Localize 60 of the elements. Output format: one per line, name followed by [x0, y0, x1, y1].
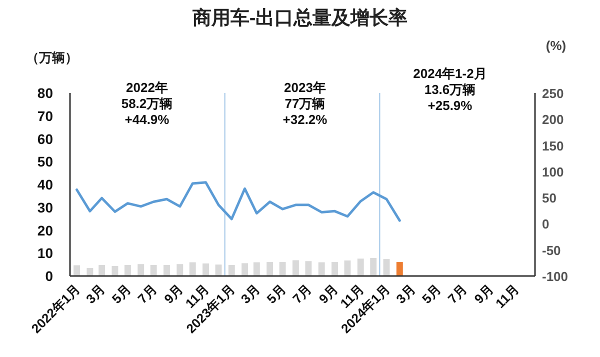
bar	[228, 265, 235, 276]
x-tick-label: 3月	[393, 282, 418, 306]
bar	[396, 262, 403, 276]
chart-title: 商用车-出口总量及增长率	[191, 7, 408, 29]
bar	[292, 260, 299, 276]
y-tick-label: 70	[37, 108, 54, 124]
bar	[112, 266, 118, 276]
annotation: 2024年1-2月 13.6万辆 +25.9%	[413, 66, 487, 113]
x-tick-label: 9月	[316, 282, 341, 306]
bar	[318, 262, 325, 276]
bar	[383, 259, 390, 276]
y-axis-title: （万辆）	[26, 50, 78, 65]
y2-tick-label: -100	[542, 269, 568, 284]
annotation: 2023年 77万辆 +32.2%	[282, 80, 328, 127]
x-tick-label: 5月	[419, 282, 444, 306]
bar	[189, 262, 196, 276]
bar	[202, 263, 209, 276]
bar	[357, 258, 364, 276]
bar	[253, 262, 260, 276]
bar	[176, 264, 184, 276]
y2-axis-title: (%)	[546, 38, 566, 53]
bar	[138, 264, 144, 276]
y2-tick-label: 0	[542, 216, 550, 232]
bar	[279, 262, 286, 276]
x-tick-label: 7月	[444, 282, 470, 306]
bar	[150, 265, 157, 276]
bar	[266, 262, 274, 276]
bar	[242, 263, 248, 276]
y-tick-label: 10	[37, 245, 54, 262]
bar	[86, 268, 94, 276]
y2-tick-label: 250	[542, 86, 564, 101]
y-tick-label: 80	[37, 85, 54, 101]
y-tick-label: 0	[45, 268, 54, 284]
x-tick-label: 3月	[238, 282, 263, 306]
x-tick-label: 7月	[290, 282, 315, 306]
x-tick-label: 3月	[83, 282, 108, 306]
x-tick-label: 7月	[134, 282, 160, 306]
bar	[98, 265, 106, 276]
y-tick-label: 30	[37, 199, 54, 216]
x-tick-label: 9月	[161, 282, 186, 306]
y-tick-label: 40	[37, 176, 54, 192]
y2-tick-label: 200	[542, 112, 564, 128]
line-series	[76, 181, 401, 222]
bar	[370, 258, 377, 276]
x-tick-label: 5月	[108, 282, 134, 306]
bar	[344, 260, 351, 276]
bar	[305, 261, 312, 276]
y-tick-label: 60	[37, 130, 54, 147]
y2-tick-label: 50	[542, 190, 556, 206]
y-tick-label: 20	[37, 222, 54, 238]
annotation: 2022年 58.2万辆 +44.9%	[121, 80, 173, 127]
bar	[124, 265, 131, 276]
y-tick-label: 50	[37, 154, 54, 170]
y2-tick-label: -50	[542, 242, 561, 258]
y2-tick-label: 100	[542, 164, 564, 180]
bar	[332, 262, 338, 276]
bar	[164, 265, 170, 276]
bar	[74, 265, 80, 276]
y2-tick-label: 150	[542, 138, 564, 154]
x-tick-label: 5月	[264, 282, 289, 306]
